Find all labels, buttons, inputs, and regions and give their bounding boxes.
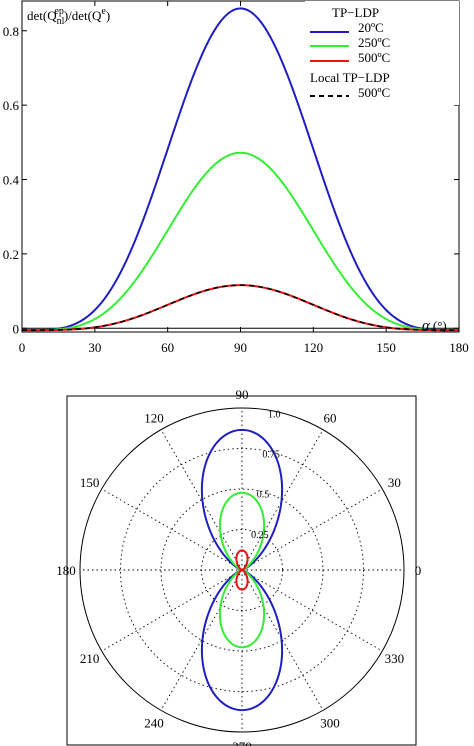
x-tick-group: 0 30 60 90 120 150 180 [19, 1, 469, 355]
polar-spoke [101, 488, 243, 571]
legend-label-500c: 500ºC [358, 50, 390, 65]
polar-spoke [241, 488, 383, 571]
polar-chart: 9060300330300270240210180150120 0.250.50… [56, 387, 421, 746]
polar-angle-label: 120 [144, 411, 164, 426]
y-tick-label: 0 [13, 321, 20, 336]
x-tick-label: 150 [376, 340, 396, 355]
y-axis-title: det(Qnlep)/det(Qe) [27, 6, 110, 27]
polar-angle-label: 150 [80, 475, 100, 490]
x-axis-title-unit: (°) [433, 318, 447, 333]
polar-angle-label: 330 [385, 651, 405, 666]
line-chart: 0 30 60 90 120 150 180 0 0.2 0.4 0.6 0.8 det(Qnlep… [3, 0, 469, 355]
legend-label-local-500c: 500ºC [358, 85, 390, 100]
polar-spoke [241, 569, 383, 652]
polar-outer-circle [79, 407, 405, 733]
polar-angle-label: 210 [80, 651, 100, 666]
polar-angle-label: 30 [388, 475, 401, 490]
polar-radial-labels: 0.25 0.5 0.75 1.0 [251, 410, 280, 541]
y-tick-label: 0.2 [3, 247, 19, 262]
polar-angle-label: 0 [415, 563, 422, 578]
legend-label-250c: 250ºC [358, 35, 390, 50]
y-tick-label: 0.4 [3, 173, 20, 188]
series-line-1 [22, 151, 459, 332]
y-axis-title-end: ) [106, 8, 110, 23]
polar-radial-label: 1.0 [268, 410, 281, 421]
polar-angle-label: 270 [232, 739, 252, 746]
polar-angle-label: 240 [144, 715, 164, 730]
y-axis-title-mid: )/det(Q [64, 8, 102, 23]
legend-label-20c: 20ºC [358, 20, 384, 35]
legend-group-title-tp-ldp: TP−LDP [332, 5, 379, 20]
y-axis-title-sub: nl [57, 16, 65, 27]
legend-group-title-local: Local TP−LDP [310, 70, 390, 85]
x-tick-label: 180 [449, 340, 469, 355]
y-axis-title-sup: ep [54, 6, 63, 17]
legend: TP−LDP 20ºC 250ºC 500ºC Local TP−LDP 500… [305, 1, 459, 105]
x-tick-label: 90 [234, 340, 247, 355]
polar-angle-label: 300 [320, 715, 340, 730]
y-tick-group: 0 0.2 0.4 0.6 0.8 [3, 24, 459, 336]
polar-spoke [101, 569, 243, 652]
x-tick-label: 60 [161, 340, 174, 355]
x-axis-title: α (°) [422, 318, 447, 334]
legend-background [305, 1, 459, 105]
polar-angle-labels: 9060300330300270240210180150120 [56, 387, 421, 746]
polar-series-group [200, 428, 284, 712]
polar-angle-label: 90 [236, 387, 249, 402]
polar-radial-label: 0.5 [257, 490, 270, 501]
y-tick-label: 0.8 [3, 24, 19, 39]
polar-radial-label: 0.25 [251, 530, 269, 541]
x-tick-label: 120 [304, 340, 324, 355]
polar-angle-label: 180 [56, 563, 76, 578]
polar-series-2 [235, 549, 249, 591]
x-tick-label: 30 [88, 340, 101, 355]
polar-angle-label: 60 [324, 411, 337, 426]
x-axis-title-symbol: α [422, 318, 431, 334]
polar-radial-label: 0.75 [262, 450, 280, 461]
series-line-0 [22, 7, 459, 332]
x-tick-label: 0 [19, 340, 26, 355]
y-axis-title-sup2: e [101, 6, 106, 17]
y-tick-label: 0.6 [3, 98, 20, 113]
y-axis-title-main: det(Q [27, 8, 57, 23]
